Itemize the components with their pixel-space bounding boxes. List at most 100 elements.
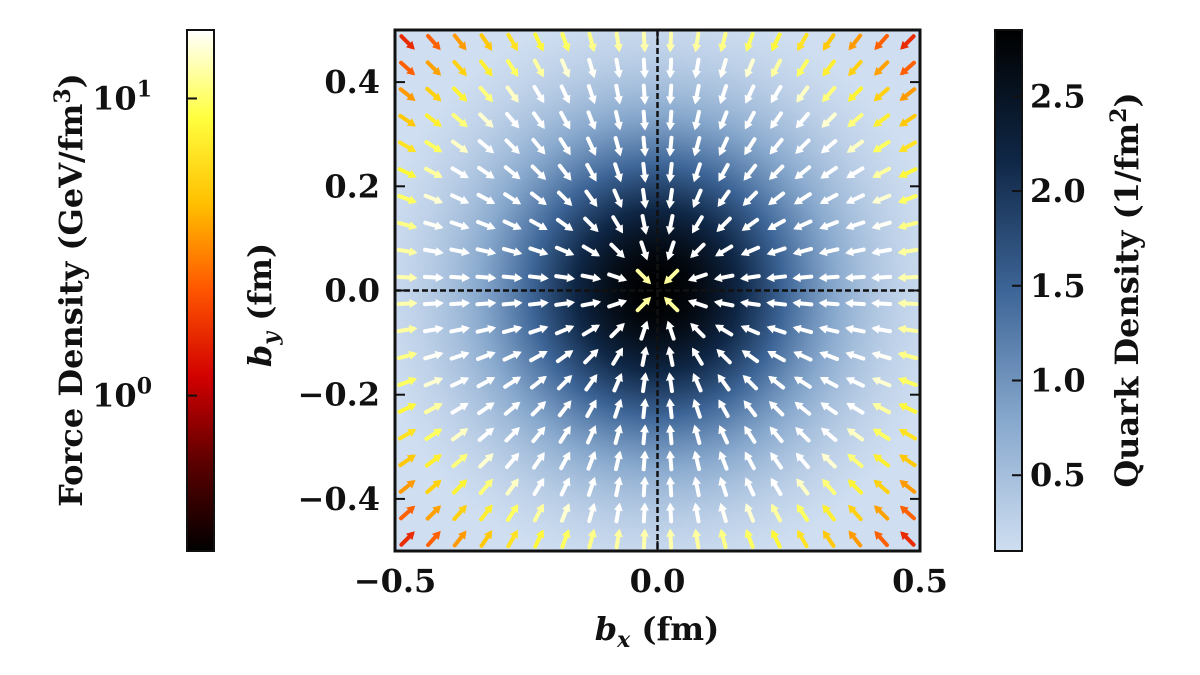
force-arrow: [848, 33, 863, 51]
force-arrow: [899, 479, 917, 494]
force-arrow: [717, 189, 731, 208]
force-arrow: [793, 219, 813, 231]
force-arrow: [792, 246, 814, 257]
force-arrow: [529, 218, 548, 231]
force-arrow: [666, 83, 676, 105]
force-arrow: [819, 219, 839, 231]
force-arrow: [422, 273, 444, 283]
density-colorbar-label-main: Quark Density (1/fm: [1108, 123, 1146, 488]
force-arrow: [503, 192, 522, 205]
force-arrow: [559, 477, 571, 497]
force-arrow: [666, 109, 675, 131]
force-arrow: [768, 375, 786, 390]
force-arrow: [740, 245, 761, 257]
force-arrow: [718, 399, 730, 419]
force-arrow: [845, 324, 866, 334]
force-arrow: [846, 139, 865, 153]
force-arrow: [666, 528, 676, 550]
force-arrow: [871, 298, 893, 308]
force-arrow: [581, 324, 601, 337]
force-arrow: [607, 272, 628, 283]
force-arrow: [872, 428, 891, 441]
y-axis-ticks: 0.4 0.2 0.0 −0.2 −0.4: [298, 63, 920, 518]
force-arrow: [847, 86, 864, 102]
force-arrow: [450, 376, 470, 388]
force-arrow: [744, 58, 755, 78]
force-arrow: [612, 188, 623, 209]
force-arrow: [718, 476, 729, 497]
force-arrow: [583, 216, 599, 233]
force-arrow: [640, 214, 650, 235]
force-arrow: [848, 504, 863, 522]
force-arrow: [397, 140, 417, 152]
force-arrow: [718, 502, 728, 524]
force-arrow: [501, 324, 523, 335]
force-arrow: [820, 165, 838, 179]
force-arrow: [640, 346, 650, 367]
force-arrow: [425, 505, 442, 521]
force-arrow: [770, 452, 784, 470]
force-arrow: [613, 109, 623, 131]
force-arrow: [897, 273, 919, 283]
force-arrow: [716, 348, 732, 365]
force-arrow: [873, 113, 891, 127]
force-arrow: [639, 502, 649, 524]
force-arrow: [556, 190, 573, 207]
force-arrow: [666, 502, 676, 524]
force-arrow: [559, 451, 571, 471]
force-arrow: [396, 220, 418, 231]
force-arrow: [478, 453, 494, 469]
density-colorbar: 2.5 2.0 1.5 1.0 0.5 Quark Density (1/fm2): [994, 29, 1146, 552]
force-arrow: [476, 377, 496, 389]
force-arrow: [452, 33, 467, 51]
force-arrow: [479, 59, 493, 77]
force-arrow: [452, 59, 467, 77]
force-arrow: [399, 531, 415, 547]
force-arrow: [530, 401, 547, 417]
force-arrow: [742, 374, 759, 391]
force-arrow: [423, 220, 444, 231]
force-arrow: [793, 192, 812, 205]
force-arrow: [449, 220, 470, 231]
x-axis-title: bx (fm): [595, 610, 720, 653]
force-arrow: [770, 529, 782, 549]
force-arrow: [819, 377, 839, 389]
force-arrow: [770, 32, 782, 52]
force-arrow: [396, 247, 418, 257]
force-arrow: [818, 273, 840, 283]
force-arrow: [586, 110, 597, 131]
force-arrow: [451, 453, 468, 469]
force-arrow: [692, 162, 702, 183]
force-arrow: [506, 32, 518, 52]
force-arrow: [897, 376, 918, 387]
force-arrow: [613, 398, 623, 419]
force-arrow: [527, 298, 549, 308]
force-arrow: [744, 32, 755, 52]
force-arrow: [766, 246, 787, 257]
force-arrow: [718, 84, 729, 105]
force-tick-label: 100: [92, 374, 152, 415]
force-colorbar-label-sup: 3: [50, 88, 76, 103]
force-arrows: [396, 31, 919, 550]
force-arrow: [795, 111, 811, 129]
force-arrow: [665, 372, 675, 394]
force-arrow: [740, 324, 761, 336]
force-arrow: [744, 137, 757, 156]
force-arrow: [554, 298, 576, 308]
force-arrow: [818, 324, 840, 334]
force-arrow: [821, 85, 837, 103]
force-arrow: [529, 350, 548, 363]
force-arrow: [797, 529, 809, 549]
force-arrow: [476, 192, 496, 204]
force-arrow: [475, 273, 497, 283]
force-arrow: [665, 346, 675, 367]
force-arrow: [744, 425, 757, 444]
force-arrow: [692, 398, 702, 419]
force-arrow: [871, 350, 892, 361]
force-arrow: [792, 273, 814, 283]
force-arrow: [744, 529, 755, 549]
force-arrow: [822, 504, 836, 522]
force-arrow: [846, 402, 865, 415]
force-arrow: [718, 136, 730, 156]
force-arrow: [449, 350, 470, 361]
